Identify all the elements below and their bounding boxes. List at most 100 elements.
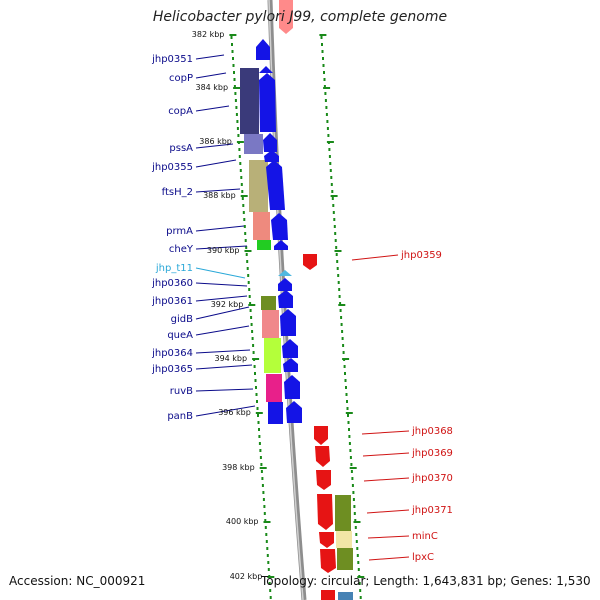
- ruler-dot: [330, 183, 333, 186]
- ruler-dot: [268, 582, 271, 585]
- ruler-dot: [252, 351, 255, 354]
- ruler-dot: [262, 491, 265, 494]
- ruler-dot: [323, 85, 326, 88]
- ruler-dot: [234, 99, 237, 102]
- ruler-dot: [242, 211, 245, 214]
- ruler-dot: [356, 554, 359, 557]
- ruler-dot: [259, 456, 262, 459]
- ruler-dot: [332, 211, 335, 214]
- ruler-dot: [250, 316, 253, 319]
- ruler-dot: [323, 71, 325, 74]
- ruler-dot: [359, 589, 362, 592]
- ruler-dot: [236, 127, 239, 130]
- ruler-dot: [235, 113, 238, 116]
- ruler-dot: [265, 540, 268, 543]
- ruler-dot: [336, 260, 339, 263]
- ruler-dot: [350, 470, 353, 473]
- gene-arrow-jhp0368: [314, 426, 328, 445]
- ruler-dot: [233, 78, 236, 81]
- ruler-dot: [335, 246, 338, 249]
- gene-top-red-arrow: [279, 0, 293, 34]
- ruler-dot: [355, 540, 358, 543]
- gene-arrow-jhp0360: [278, 278, 292, 291]
- gene-arrow-jhp0361: [278, 290, 293, 308]
- ruler-dot: [338, 295, 341, 298]
- forward-strand-genes: [256, 39, 302, 423]
- scale-tick-mark: [229, 34, 237, 36]
- gene-leader-line: [195, 225, 245, 232]
- ruler-dot: [347, 421, 350, 424]
- gene-arrow-jhp0355: [264, 150, 279, 162]
- ruler-dot: [249, 309, 252, 312]
- ruler-dot: [245, 246, 248, 249]
- ruler-dot: [230, 36, 233, 39]
- gene-leader-line: [362, 452, 410, 457]
- ruler-dot: [256, 407, 259, 410]
- gene-label-left: copA: [168, 106, 193, 117]
- scale-tick-label: 400 kbp: [226, 517, 259, 526]
- ruler-dot: [244, 232, 247, 235]
- scale-tick-mark: [263, 521, 271, 523]
- ruler-dot: [266, 554, 269, 557]
- cog-band-minC: [336, 531, 352, 548]
- ruler-dot: [255, 386, 257, 389]
- ruler-dot: [322, 57, 324, 60]
- ruler-dot: [337, 274, 340, 277]
- ruler-dot: [232, 57, 234, 60]
- ruler-dot: [329, 162, 332, 165]
- scale-tick-mark: [252, 358, 260, 360]
- gene-label-right: jhp0370: [411, 473, 453, 484]
- gene-label-left: jhp0365: [151, 364, 193, 375]
- ruler-dot: [325, 106, 328, 109]
- cog-band-jhp0371: [335, 495, 351, 531]
- cog-band-gidB: [262, 310, 279, 338]
- ruler-dot: [348, 428, 350, 431]
- gene-leader-line: [368, 556, 410, 561]
- ruler-dot: [264, 526, 267, 529]
- ruler-dot: [356, 547, 359, 550]
- cog-band-copA: [240, 68, 259, 134]
- ruler-dot: [338, 288, 341, 291]
- gene-label-right: lpxC: [412, 552, 434, 563]
- ruler-dot: [257, 421, 260, 424]
- gene-label-left: jhp0364: [151, 348, 193, 359]
- scale-tick-mark: [259, 467, 267, 469]
- ruler-dot: [247, 274, 250, 277]
- ruler-dot: [355, 533, 358, 536]
- cog-band-ftsH: [249, 160, 268, 212]
- ruler-dot: [264, 519, 267, 522]
- ruler-dot: [323, 78, 326, 81]
- gene-leader-line: [195, 72, 227, 79]
- cog-band-ruvB: [266, 374, 282, 402]
- ruler-dot: [239, 169, 242, 172]
- ruler-dot: [354, 526, 357, 529]
- ruler-dot: [333, 218, 336, 221]
- gene-leader-line: [195, 364, 253, 370]
- gene-label-left: gidB: [171, 314, 193, 325]
- gene-label-right: jhp0368: [411, 426, 453, 437]
- scale-tick-mark-right: [353, 521, 361, 523]
- ruler-dot: [245, 253, 248, 256]
- scale-tick-mark-right: [330, 195, 338, 197]
- gene-leader-line: [195, 159, 237, 168]
- gene-arrow-copP: [259, 66, 273, 73]
- ruler-dot: [352, 498, 355, 501]
- ruler-dot: [322, 64, 325, 67]
- ruler-dot: [321, 43, 323, 46]
- ruler-dot: [330, 176, 333, 179]
- ruler-dot: [326, 127, 329, 130]
- gene-label-left: jhp0360: [151, 278, 193, 289]
- gene-leader-line: [195, 282, 248, 287]
- genome-summary-text: Topology: circular; Length: 1,643,831 bp…: [261, 574, 591, 588]
- ruler-dot: [341, 330, 344, 333]
- scale-tick-mark-right: [349, 467, 357, 469]
- cog-band-cheY: [257, 240, 271, 250]
- ruler-dot: [266, 547, 269, 550]
- ruler-dot: [255, 393, 258, 396]
- ruler-dot: [240, 176, 243, 179]
- ruler-dot: [357, 561, 360, 564]
- ruler-dot: [267, 568, 270, 571]
- ruler-dot: [353, 512, 356, 515]
- ruler-dot: [344, 372, 346, 375]
- gene-label-right: jhp0359: [400, 250, 442, 261]
